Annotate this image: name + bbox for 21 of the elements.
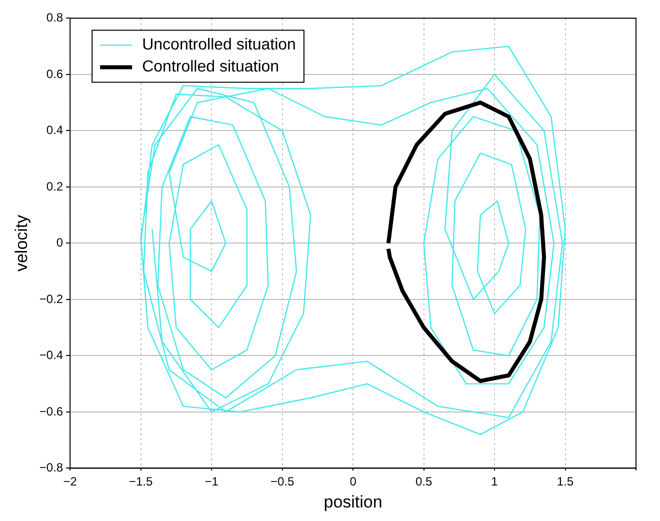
x-tick-label: 0 xyxy=(350,474,357,489)
x-axis-title: position xyxy=(324,492,382,512)
x-tick-label: 1 xyxy=(491,474,498,489)
y-tick-label: 0.6 xyxy=(46,66,64,81)
x-tick-label: 0.5 xyxy=(415,474,432,489)
y-tick-label: 0.2 xyxy=(46,179,64,194)
y-tick-label: −0.4 xyxy=(39,348,64,362)
legend-label: Uncontrolled situation xyxy=(142,36,296,54)
y-axis-title: velocity xyxy=(12,214,31,272)
x-tick-label: 1.5 xyxy=(556,474,574,489)
x-tick-label: −2 xyxy=(63,474,78,489)
x-tick-label: −0.5 xyxy=(270,474,294,489)
y-tick-label: 0.8 xyxy=(46,10,64,25)
x-tick-label: −1.5 xyxy=(128,474,153,489)
y-tick-label: −0.6 xyxy=(39,404,64,418)
y-tick-label: 0 xyxy=(56,236,64,250)
y-tick-label: −0.8 xyxy=(39,460,64,475)
legend-label: Controlled situation xyxy=(142,58,280,76)
y-tick-label: −0.2 xyxy=(39,292,64,306)
x-tick-label: −1 xyxy=(204,474,219,489)
y-tick-label: 0.4 xyxy=(46,123,64,138)
